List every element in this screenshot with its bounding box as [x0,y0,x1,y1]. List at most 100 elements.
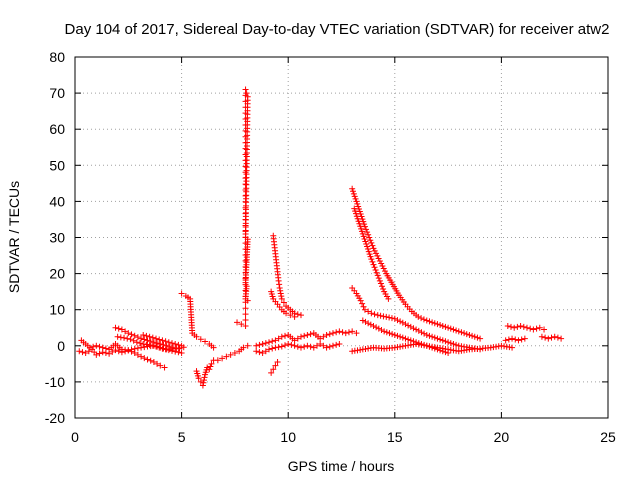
data-point [461,330,468,337]
data-point [291,337,298,344]
data-point [317,340,324,347]
data-point [200,379,207,386]
data-point [153,343,160,350]
data-point [323,344,330,351]
data-point [143,341,150,348]
y-tick-label: 80 [49,49,65,65]
data-point [242,257,249,264]
data-point [326,343,333,350]
data-point [122,328,129,335]
data-point [415,327,422,334]
data-point [297,333,304,340]
data-point [231,350,238,357]
data-point [360,233,367,240]
data-point [326,331,333,338]
y-tick-label: 50 [49,157,65,173]
data-point [399,319,406,326]
data-point [147,357,154,364]
data-point [378,327,385,334]
data-point [375,255,382,262]
data-point [399,334,406,341]
data-point [297,344,304,351]
data-point [307,331,314,338]
data-point [146,342,153,349]
data-point [405,336,412,343]
data-point [130,337,137,344]
data-point [112,324,119,331]
data-point [200,377,207,384]
data-point [283,310,290,317]
data-point [397,333,404,340]
data-point [359,317,366,324]
data-point [538,333,545,340]
grid-lines [75,57,608,418]
data-point [149,342,156,349]
data-point [358,228,365,235]
data-point [350,190,357,197]
data-point [360,303,367,310]
data-point [366,251,373,258]
data-point [515,337,522,344]
data-point [223,353,230,360]
data-point [333,329,340,336]
data-point [339,329,346,336]
data-point [366,234,373,241]
data-point [96,343,103,350]
data-point [558,335,565,342]
data-point [294,311,301,318]
data-point [169,347,176,354]
data-point [367,237,374,244]
data-point [415,340,422,347]
data-point [219,355,226,362]
data-point [434,335,441,342]
data-point [90,343,97,350]
data-point [426,332,433,339]
data-point [374,272,381,279]
data-point [173,345,180,352]
data-point [154,360,161,367]
data-point [370,245,377,252]
data-point [282,332,289,339]
data-point [365,320,372,327]
data-point [304,342,311,349]
data-point [530,326,537,333]
data-point [410,338,417,345]
data-point [371,247,378,254]
data-point [466,331,473,338]
data-point [442,323,449,330]
data-point [202,338,209,345]
data-point [352,195,359,202]
data-point [323,331,330,338]
data-point [96,350,103,357]
data-point [278,343,285,350]
data-point [207,363,214,370]
data-point [423,317,430,324]
data-point [169,340,176,347]
data-point [291,342,298,349]
series-arc-13h-e [359,317,452,357]
data-point [469,332,476,339]
data-point [418,315,425,322]
data-point [421,341,428,348]
series-late-22h-b [538,333,565,342]
data-point [243,90,250,97]
data-point [542,334,549,341]
data-point [514,323,521,330]
data-point [385,295,392,302]
data-point [117,334,124,341]
data-point [175,349,182,356]
data-point [502,337,509,344]
data-point [350,188,357,195]
data-point [140,340,147,347]
data-point [280,299,287,306]
data-point [509,335,516,342]
data-point [541,326,548,333]
data-point [511,324,518,331]
data-point [372,266,379,273]
data-point [377,312,384,319]
data-point [423,331,430,338]
data-point [458,329,465,336]
data-point [253,342,260,349]
data-point [156,336,163,343]
data-point [353,198,360,205]
